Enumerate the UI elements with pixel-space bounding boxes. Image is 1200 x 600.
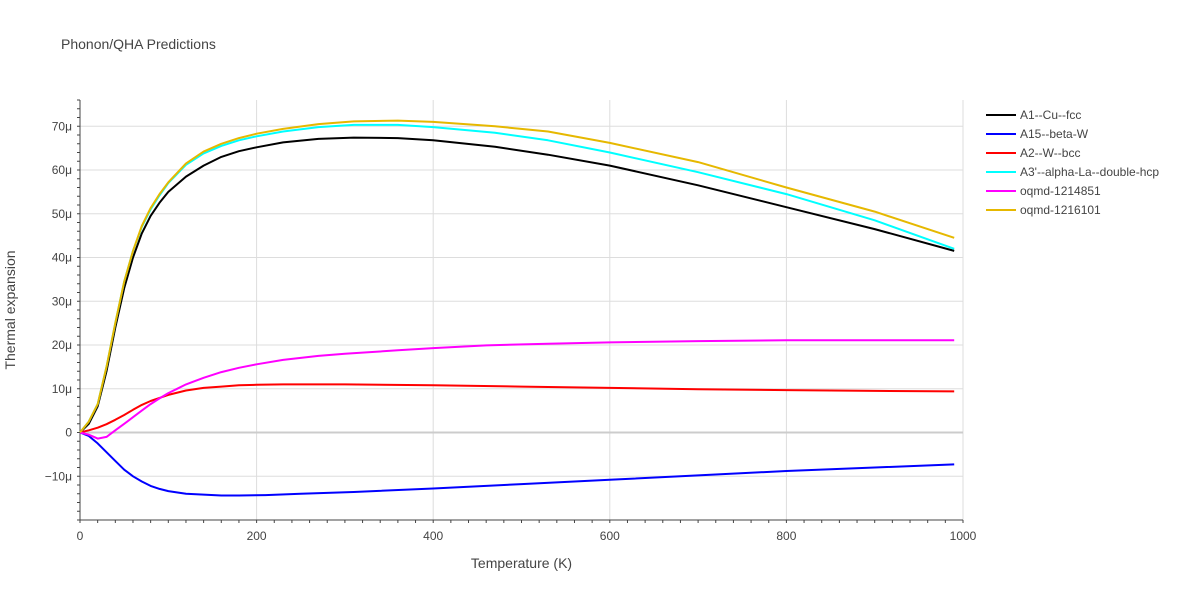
series-line-a15-beta-w [79, 431, 955, 497]
x-tick-label: 800 [776, 529, 796, 543]
series-line-a2-w-bcc [79, 383, 955, 434]
legend-label: A2--W--bcc [1020, 146, 1080, 160]
y-tick-label: 30μ [52, 294, 72, 308]
series-line-oqmd-1214851 [79, 339, 955, 440]
x-axis-title: Temperature (K) [471, 555, 572, 571]
x-tick-label: 1000 [950, 529, 977, 543]
legend[interactable]: A1--Cu--fcc A15--beta-W A2--W--bcc A3'--alp… [986, 108, 1159, 217]
legend-label: A15--beta-W [1020, 127, 1089, 141]
x-tick-label: 400 [423, 529, 443, 543]
legend-item-oqmd-1214851[interactable]: oqmd-1214851 [986, 184, 1101, 198]
legend-item-a3-alpha-la-double-hcp[interactable]: A3'--alpha-La--double-hcp [986, 165, 1159, 179]
y-tick-label: 10μ [52, 382, 72, 396]
axes-layer: 0 200 400 600 800 1000 −10μ 0 10μ 20μ 30μ 40μ 50μ 60μ… [45, 99, 977, 543]
legend-label: oqmd-1214851 [1020, 184, 1101, 198]
y-tick-label: −10μ [45, 469, 72, 483]
y-tick-label: 0 [65, 426, 72, 440]
legend-item-oqmd-1216101[interactable]: oqmd-1216101 [986, 203, 1101, 217]
legend-label: A3'--alpha-La--double-hcp [1020, 165, 1159, 179]
series-line-a1-cu-fcc [79, 136, 955, 434]
y-tick-label: 60μ [52, 163, 72, 177]
grid-layer [80, 100, 964, 520]
y-tick-label: 40μ [52, 251, 72, 265]
y-tick-label: 50μ [52, 207, 72, 221]
chart-title: Phonon/QHA Predictions [61, 36, 216, 52]
legend-item-a1-cu-fcc[interactable]: A1--Cu--fcc [986, 108, 1081, 122]
legend-item-a2-w-bcc[interactable]: A2--W--bcc [986, 146, 1080, 160]
series-layer [79, 119, 955, 497]
series-line-oqmd-1216101 [79, 119, 955, 434]
x-tick-label: 0 [77, 529, 84, 543]
x-tick-label: 600 [600, 529, 620, 543]
y-axis-title: Thermal expansion [2, 250, 18, 369]
legend-label: oqmd-1216101 [1020, 203, 1101, 217]
x-tick-label: 200 [247, 529, 267, 543]
legend-item-a15-beta-w[interactable]: A15--beta-W [986, 127, 1089, 141]
y-tick-label: 70μ [52, 119, 72, 133]
y-tick-label: 20μ [52, 338, 72, 352]
legend-label: A1--Cu--fcc [1020, 108, 1081, 122]
